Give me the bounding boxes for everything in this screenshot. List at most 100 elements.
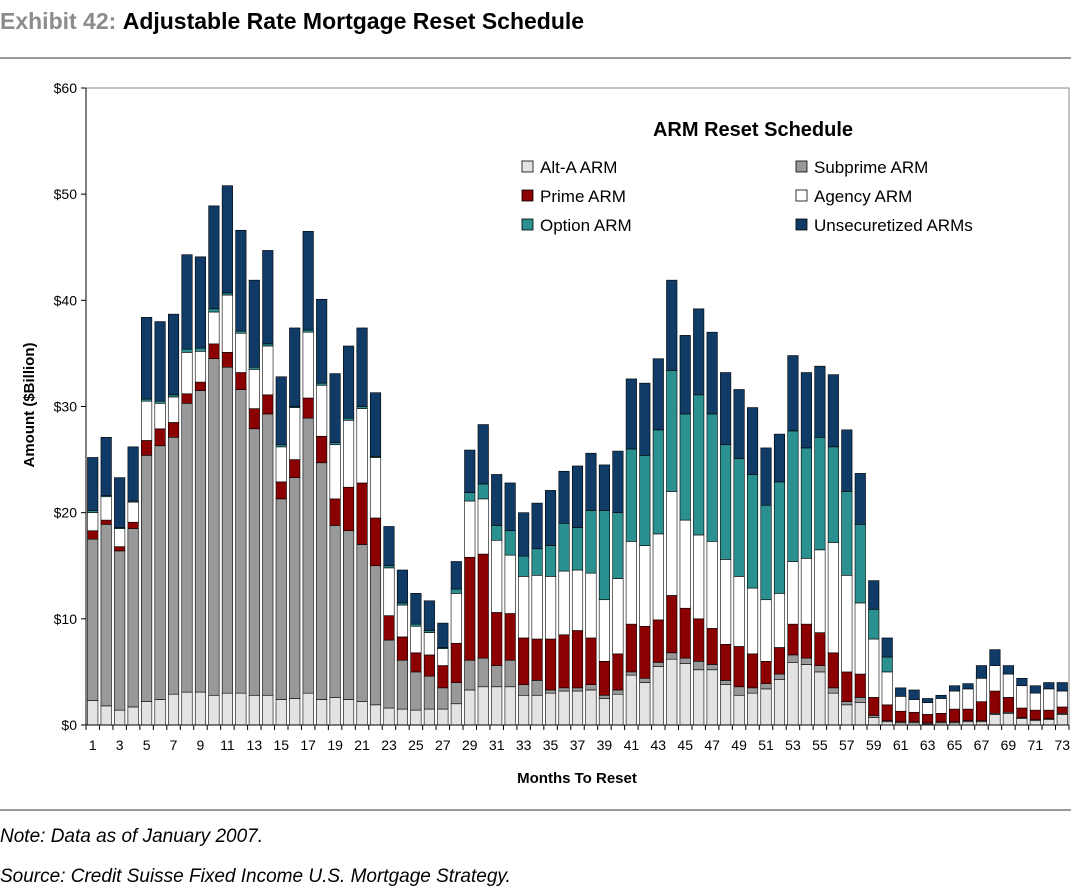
bar-segment-subprime-arm-m27 (437, 687, 449, 710)
bar-segment-prime-arm-m47 (706, 628, 718, 665)
bar-segment-alt-a-arm-m2 (100, 705, 112, 726)
bar-segment-alt-a-arm-m29 (464, 689, 476, 726)
bar-segment-unsecuretized-arms-m43 (652, 358, 664, 431)
legend-swatch-alt-a-arm (521, 160, 534, 173)
y-tick-label: $20 (54, 505, 78, 521)
bar-segment-subprime-arm-m39 (598, 694, 610, 699)
bar-segment-option-arm-m44 (666, 370, 678, 492)
bar-segment-subprime-arm-m32 (504, 659, 516, 688)
bar-segment-alt-a-arm-m71 (1029, 720, 1041, 726)
x-tick-label: 25 (408, 737, 424, 753)
bar-segment-option-arm-m56 (827, 446, 839, 543)
bar-segment-unsecuretized-arms-m3 (114, 477, 126, 528)
bar-segment-subprime-arm-m55 (814, 665, 826, 673)
bar-segment-subprime-arm-m50 (746, 687, 759, 694)
bar-segment-option-arm-m7 (167, 394, 180, 398)
bar-segment-agency-arm-m12 (235, 332, 247, 373)
bar-segment-option-arm-m29 (464, 492, 476, 502)
bar-segment-agency-arm-m65 (948, 690, 961, 710)
bar-segment-unsecuretized-arms-m10 (208, 205, 220, 310)
bar-segment-prime-arm-m65 (948, 708, 961, 723)
bar-segment-subprime-arm-m6 (154, 445, 166, 700)
bar-segment-prime-arm-m4 (127, 521, 139, 529)
bar-segment-subprime-arm-m31 (491, 665, 503, 688)
bar-segment-prime-arm-m7 (167, 422, 180, 438)
bar-segment-option-arm-m47 (706, 413, 718, 542)
bar-segment-prime-arm-m69 (1002, 697, 1014, 713)
bar-segment-alt-a-arm-m27 (437, 708, 449, 726)
bar-segment-unsecuretized-arms-m59 (868, 580, 880, 610)
bar-segment-subprime-arm-m46 (693, 660, 705, 671)
bar-segment-option-arm-m55 (814, 436, 826, 551)
bar-segment-unsecuretized-arms-m4 (127, 446, 139, 502)
bar-segment-subprime-arm-m28 (450, 682, 462, 705)
bar-segment-unsecuretized-arms-m29 (464, 449, 476, 493)
bar-segment-prime-arm-m64 (935, 713, 947, 723)
bar-segment-option-arm-m14 (262, 343, 274, 347)
x-tick-label: 47 (704, 737, 720, 753)
bar-segment-option-arm-m25 (410, 623, 422, 627)
bar-segment-prime-arm-m50 (746, 653, 759, 689)
bar-segment-alt-a-arm-m5 (141, 701, 153, 726)
bar-segment-option-arm-m42 (639, 455, 651, 546)
bar-segment-unsecuretized-arms-m21 (356, 327, 368, 407)
bar-segment-subprime-arm-m40 (612, 689, 624, 695)
bar-segment-alt-a-arm-m33 (518, 694, 530, 726)
bar-segment-agency-arm-m39 (598, 599, 610, 662)
bar-segment-subprime-arm-m30 (477, 657, 489, 688)
bar-segment-option-arm-m59 (868, 608, 880, 640)
bar-segment-subprime-arm-m42 (639, 677, 651, 683)
x-tick-label: 3 (116, 737, 124, 753)
bar-segment-prime-arm-m19 (329, 498, 341, 526)
bar-segment-option-arm-m39 (598, 510, 610, 601)
bar-segment-prime-arm-m32 (504, 613, 516, 661)
bar-segment-agency-arm-m17 (302, 331, 314, 399)
bar-segment-subprime-arm-m33 (518, 684, 530, 696)
bar-segment-unsecuretized-arms-m57 (841, 429, 853, 492)
bar-segment-alt-a-arm-m46 (693, 669, 705, 726)
bar-segment-prime-arm-m37 (571, 630, 584, 689)
bar-segment-agency-arm-m6 (154, 403, 166, 430)
y-tick-label: $40 (54, 292, 78, 308)
bar-segment-agency-arm-m5 (141, 400, 153, 441)
bar-segment-subprime-arm-m12 (235, 389, 247, 694)
bar-segment-subprime-arm-m3 (114, 550, 126, 711)
bar-segment-subprime-arm-m21 (356, 544, 368, 702)
bar-segment-unsecuretized-arms-m52 (773, 433, 786, 483)
bar-segment-unsecuretized-arms-m18 (316, 298, 328, 384)
x-tick-label: 39 (597, 737, 613, 753)
bar-segment-alt-a-arm-m12 (235, 692, 247, 726)
exhibit-label: Exhibit 42: (0, 8, 117, 34)
bar-segment-agency-arm-m41 (625, 541, 637, 625)
bar-segment-option-arm-m9 (194, 347, 207, 352)
chart-title: ARM Reset Schedule (653, 119, 853, 141)
bar-segment-option-arm-m34 (531, 548, 543, 576)
footer-divider (0, 809, 1071, 811)
x-tick-label: 53 (785, 737, 801, 753)
bar-segment-option-arm-m23 (383, 565, 395, 569)
bar-segment-unsecuretized-arms-m1 (87, 457, 99, 511)
bar-segment-alt-a-arm-m56 (827, 692, 839, 726)
bar-segment-subprime-arm-m45 (679, 657, 691, 664)
bar-segment-unsecuretized-arms-m56 (827, 374, 839, 448)
bar-segment-option-arm-m28 (450, 588, 462, 594)
bar-segment-option-arm-m5 (141, 398, 153, 402)
bar-segment-agency-arm-m37 (571, 569, 584, 631)
bar-segment-option-arm-m21 (356, 406, 368, 409)
bar-segment-option-arm-m24 (396, 602, 408, 606)
bar-segment-agency-arm-m38 (585, 572, 597, 639)
bar-segment-alt-a-arm-m34 (531, 694, 543, 726)
bar-segment-alt-a-arm-m13 (248, 694, 260, 726)
bar-segment-subprime-arm-m57 (841, 701, 853, 706)
bar-segment-prime-arm-m49 (733, 646, 745, 688)
bar-segment-unsecuretized-arms-m67 (975, 665, 988, 679)
bar-segment-alt-a-arm-m69 (1002, 713, 1014, 726)
bar-segment-agency-arm-m64 (935, 698, 947, 714)
bar-segment-unsecuretized-arms-m47 (706, 331, 718, 415)
bar-segment-agency-arm-m22 (369, 457, 382, 519)
bar-segment-unsecuretized-arms-m45 (679, 335, 691, 415)
bar-segment-alt-a-arm-m31 (491, 686, 503, 726)
bar-segment-unsecuretized-arms-m50 (746, 407, 759, 475)
x-tick-label: 73 (1054, 737, 1070, 753)
bar-segment-alt-a-arm-m18 (316, 699, 328, 726)
